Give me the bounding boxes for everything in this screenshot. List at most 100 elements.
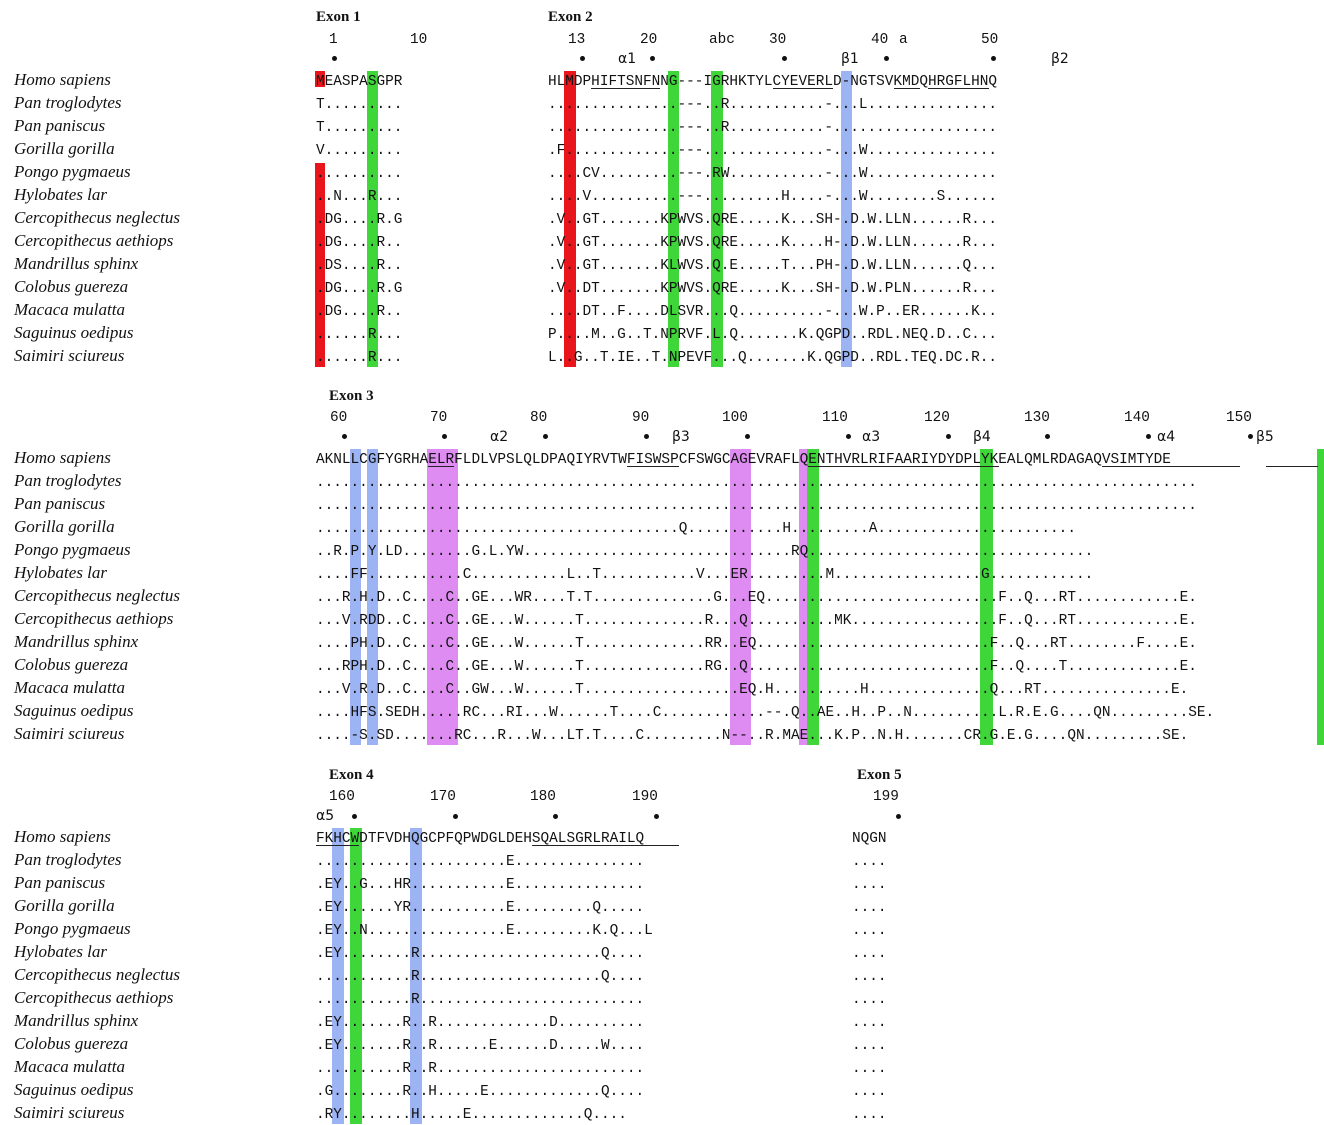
structure-underline [316, 845, 360, 846]
species-name: Saimiri sciureus [14, 346, 125, 365]
species-name: Homo sapiens [14, 827, 111, 846]
sequence-row: .EY..G...HR...........E............... [316, 877, 645, 893]
position-dot [990, 55, 996, 61]
structure-label: α4 [1157, 429, 1176, 445]
column-highlight-green [667, 71, 680, 367]
sequence-row: .DG....R.G [316, 212, 403, 228]
species-name: Mandrillus sphinx [14, 632, 139, 651]
structure-underline [532, 845, 679, 846]
position-number: 160 [329, 789, 355, 805]
sequence-row: .... [852, 969, 887, 985]
position-number: abc [709, 32, 735, 48]
species-name: Mandrillus sphinx [14, 1011, 139, 1030]
position-dot [351, 813, 357, 819]
species-name: Colobus guereza [14, 1034, 129, 1053]
species-name: Saguinus oedipus [14, 701, 134, 720]
position-number: 140 [1124, 410, 1150, 426]
species-name: Homo sapiens [14, 448, 111, 467]
sequence-row: ......R... [316, 350, 403, 366]
position-dot [653, 813, 659, 819]
sequence-row: .EY......YR...........E.........Q..... [316, 900, 645, 916]
position-dot [744, 433, 750, 439]
structure-underline [928, 88, 963, 89]
position-dot [1145, 433, 1151, 439]
structure-label: α3 [862, 429, 881, 445]
species-name: Mandrillus sphinx [14, 254, 139, 273]
position-dot [845, 433, 851, 439]
column-highlight-red [315, 71, 325, 87]
position-number: 150 [1226, 410, 1252, 426]
position-dot [643, 433, 649, 439]
sequence-row: .... [852, 992, 887, 1008]
sequence-row: ....FF...........C...........L..T.......… [316, 567, 1094, 583]
structure-underline [591, 88, 661, 89]
structure-label: β4 [973, 429, 991, 445]
sequence-row: .DG....R.. [316, 304, 403, 320]
sequence-row: L..G..T.IE..T.NPEVF...Q.......K.QGPD..RD… [548, 350, 998, 366]
sequence-row: T......... [316, 97, 403, 113]
position-number: 190 [632, 789, 658, 805]
structure-label: β2 [1051, 51, 1069, 67]
column-highlight-blue [840, 71, 853, 367]
structure-label: α1 [618, 51, 637, 67]
species-name: Cercopithecus neglectus [14, 965, 181, 984]
sequence-row: HLMDPHIFTSNFNNG---IGRHKTYLCYEVERLD-NGTSV… [548, 74, 998, 90]
sequence-row: .... [852, 1061, 887, 1077]
species-name: Hylobates lar [14, 942, 108, 961]
species-name: Pan paniscus [14, 873, 106, 892]
sequence-row: .EY........R.....................Q.... [316, 946, 645, 962]
sequence-row: ....DT..F....DLSVR...Q..........-...W.P.… [548, 304, 998, 320]
sequence-row: .... [852, 1015, 887, 1031]
sequence-row: ....CV.........---.RW...........-...W...… [548, 166, 998, 182]
species-name: Hylobates lar [14, 185, 108, 204]
species-name: Pan troglodytes [14, 850, 122, 869]
sequence-row: ....PH.D..C....C..GE...W......T.........… [316, 636, 1197, 652]
position-number: 60 [330, 410, 348, 426]
sequence-row: .... [852, 854, 887, 870]
sequence-row: ....HFS.SEDH.....RC...RI...W......T....C… [316, 705, 1215, 721]
position-number: 40 [871, 32, 889, 48]
species-name: Pongo pygmaeus [14, 540, 131, 559]
sequence-row: .V..GT.......KPWVS.QRE.....K...SH-.D.W.L… [548, 212, 998, 228]
sequence-row: MEASPASGPR [316, 74, 403, 90]
sequence-row: NQGN [852, 831, 887, 847]
exon-label: Exon 5 [857, 767, 902, 783]
position-number: 30 [769, 32, 787, 48]
sequence-row: .EY.......R..R......E......D.....W.... [316, 1038, 645, 1054]
position-number: 70 [430, 410, 448, 426]
sequence-row: ...R.H.D..C....C..GE...WR....T.T........… [316, 590, 1197, 606]
column-highlight-green [349, 828, 362, 1124]
structure-underline [428, 466, 455, 467]
species-name: Saguinus oedipus [14, 323, 134, 342]
position-dot [452, 813, 458, 819]
column-highlight-red [315, 163, 325, 367]
sequence-row: ..........R..R........................ [316, 1061, 645, 1077]
column-highlight-green [366, 71, 379, 367]
species-name: Cercopithecus aethiops [14, 231, 174, 250]
sequence-row: ........................................… [316, 498, 1197, 514]
species-name: Pan paniscus [14, 494, 106, 513]
sequence-row: ..R.P.Y.LD........G.L.YW................… [316, 544, 1094, 560]
column-highlight-red [564, 71, 576, 367]
sequence-row: .... [852, 900, 887, 916]
position-dot [331, 55, 337, 61]
structure-underline [955, 466, 999, 467]
sequence-row: ...............---..R...........-.......… [548, 120, 998, 136]
species-name: Gorilla gorilla [14, 139, 115, 158]
position-dot [542, 433, 548, 439]
position-number: 20 [640, 32, 658, 48]
position-dot [1247, 433, 1253, 439]
sequence-row: .F.............---..............-...W...… [548, 143, 998, 159]
position-dot [1044, 433, 1050, 439]
sequence-row: ......R... [316, 327, 403, 343]
species-name: Pongo pygmaeus [14, 919, 131, 938]
sequence-row: .DG....R.. [316, 235, 403, 251]
sequence-row: .V..GT.......KLWVS.Q.E.....T...PH-.D.W.L… [548, 258, 998, 274]
sequence-row: ........................................… [316, 521, 1076, 537]
structure-label: α5 [316, 808, 335, 824]
sequence-row: .... [852, 1038, 887, 1054]
species-name: Macaca mulatta [14, 300, 125, 319]
position-number: 80 [530, 410, 548, 426]
sequence-row: ...........R.....................Q.... [316, 969, 645, 985]
sequence-row: ...RPH.D..C....C..GE...W......T.........… [316, 659, 1197, 675]
